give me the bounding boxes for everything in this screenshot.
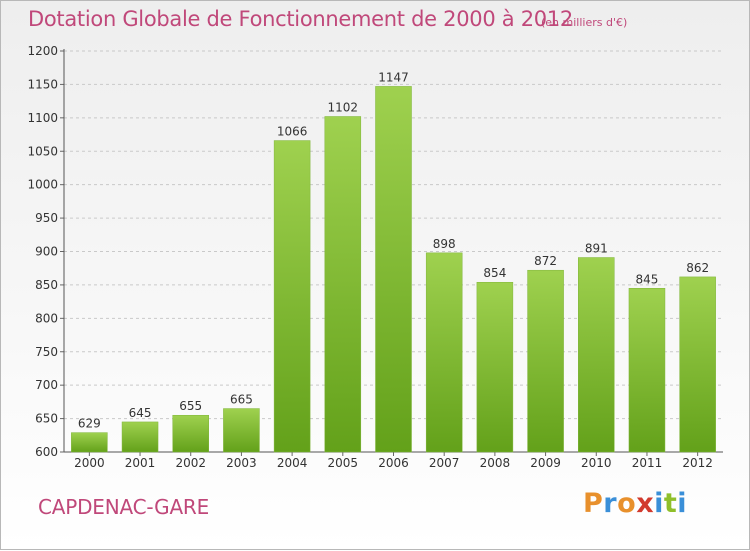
y-tick-label: 600 bbox=[35, 445, 58, 459]
logo-letter: x bbox=[636, 488, 655, 519]
bar-2006 bbox=[375, 86, 412, 453]
logo-letter: i bbox=[654, 488, 664, 519]
bar-2009 bbox=[527, 269, 564, 453]
x-tick-label: 2000 bbox=[74, 456, 105, 470]
bar-2008 bbox=[476, 281, 514, 453]
y-tick-label: 1100 bbox=[27, 111, 58, 125]
data-label: 1066 bbox=[277, 125, 308, 139]
x-tick-label: 2008 bbox=[480, 456, 511, 470]
y-tick-label: 650 bbox=[35, 412, 58, 426]
bar-2001 bbox=[121, 421, 159, 453]
bar-2007 bbox=[425, 252, 463, 453]
x-tick-label: 2005 bbox=[328, 456, 359, 470]
data-label: 891 bbox=[585, 242, 608, 256]
y-tick-label: 750 bbox=[35, 345, 58, 359]
data-label: 655 bbox=[179, 399, 202, 413]
y-tick-label: 900 bbox=[35, 245, 58, 259]
data-label: 898 bbox=[433, 237, 456, 251]
y-tick-label: 800 bbox=[35, 311, 58, 325]
chart-title: Dotation Globale de Fonctionnement de 20… bbox=[28, 7, 573, 31]
data-label: 665 bbox=[230, 393, 253, 407]
data-label: 629 bbox=[78, 417, 101, 431]
labels: 600 650 700 750 800 850 900 950 1000 1050 1100 1150… bbox=[27, 44, 712, 470]
logo-letter: i bbox=[677, 488, 688, 519]
bars bbox=[71, 86, 716, 453]
x-tick-label: 2009 bbox=[530, 456, 561, 470]
data-label: 872 bbox=[534, 254, 557, 268]
bar-2011 bbox=[628, 288, 666, 453]
x-tick-label: 2007 bbox=[429, 456, 460, 470]
logo-letter: r bbox=[603, 488, 618, 519]
x-tick-label: 2010 bbox=[581, 456, 612, 470]
bar-2000 bbox=[71, 432, 108, 453]
chart-unit-note: (en milliers d'€) bbox=[541, 16, 628, 29]
y-tick-label: 1000 bbox=[27, 178, 58, 192]
bar-2004 bbox=[273, 140, 311, 453]
proxiti-logo[interactable]: Proxiti bbox=[583, 488, 687, 519]
data-label: 1147 bbox=[378, 70, 409, 84]
bar-2012 bbox=[679, 276, 716, 453]
logo-letter: o bbox=[617, 488, 637, 519]
data-label: 845 bbox=[636, 272, 659, 286]
y-tick-label: 1200 bbox=[27, 44, 58, 58]
bar-2005 bbox=[324, 116, 362, 453]
y-tick-label: 1150 bbox=[27, 77, 58, 91]
data-label: 645 bbox=[129, 406, 152, 420]
town-name: CAPDENAC-GARE bbox=[38, 495, 210, 519]
bar-2002 bbox=[172, 414, 209, 453]
y-tick-label: 700 bbox=[35, 378, 58, 392]
x-tick-label: 2001 bbox=[125, 456, 156, 470]
y-tick-label: 950 bbox=[35, 211, 58, 225]
x-tick-label: 2011 bbox=[632, 456, 663, 470]
y-tick-label: 1050 bbox=[27, 144, 58, 158]
data-label: 1102 bbox=[328, 100, 359, 114]
x-tick-label: 2003 bbox=[226, 456, 257, 470]
bar-2003 bbox=[223, 408, 260, 453]
x-tick-label: 2006 bbox=[378, 456, 409, 470]
bar-2010 bbox=[578, 257, 615, 453]
x-tick-label: 2012 bbox=[682, 456, 713, 470]
x-tick-label: 2004 bbox=[277, 456, 308, 470]
logo-letter: P bbox=[583, 488, 604, 519]
data-label: 862 bbox=[686, 261, 709, 275]
y-tick-label: 850 bbox=[35, 278, 58, 292]
x-tick-label: 2002 bbox=[175, 456, 206, 470]
data-label: 854 bbox=[483, 266, 506, 280]
logo-letter: t bbox=[663, 488, 678, 519]
